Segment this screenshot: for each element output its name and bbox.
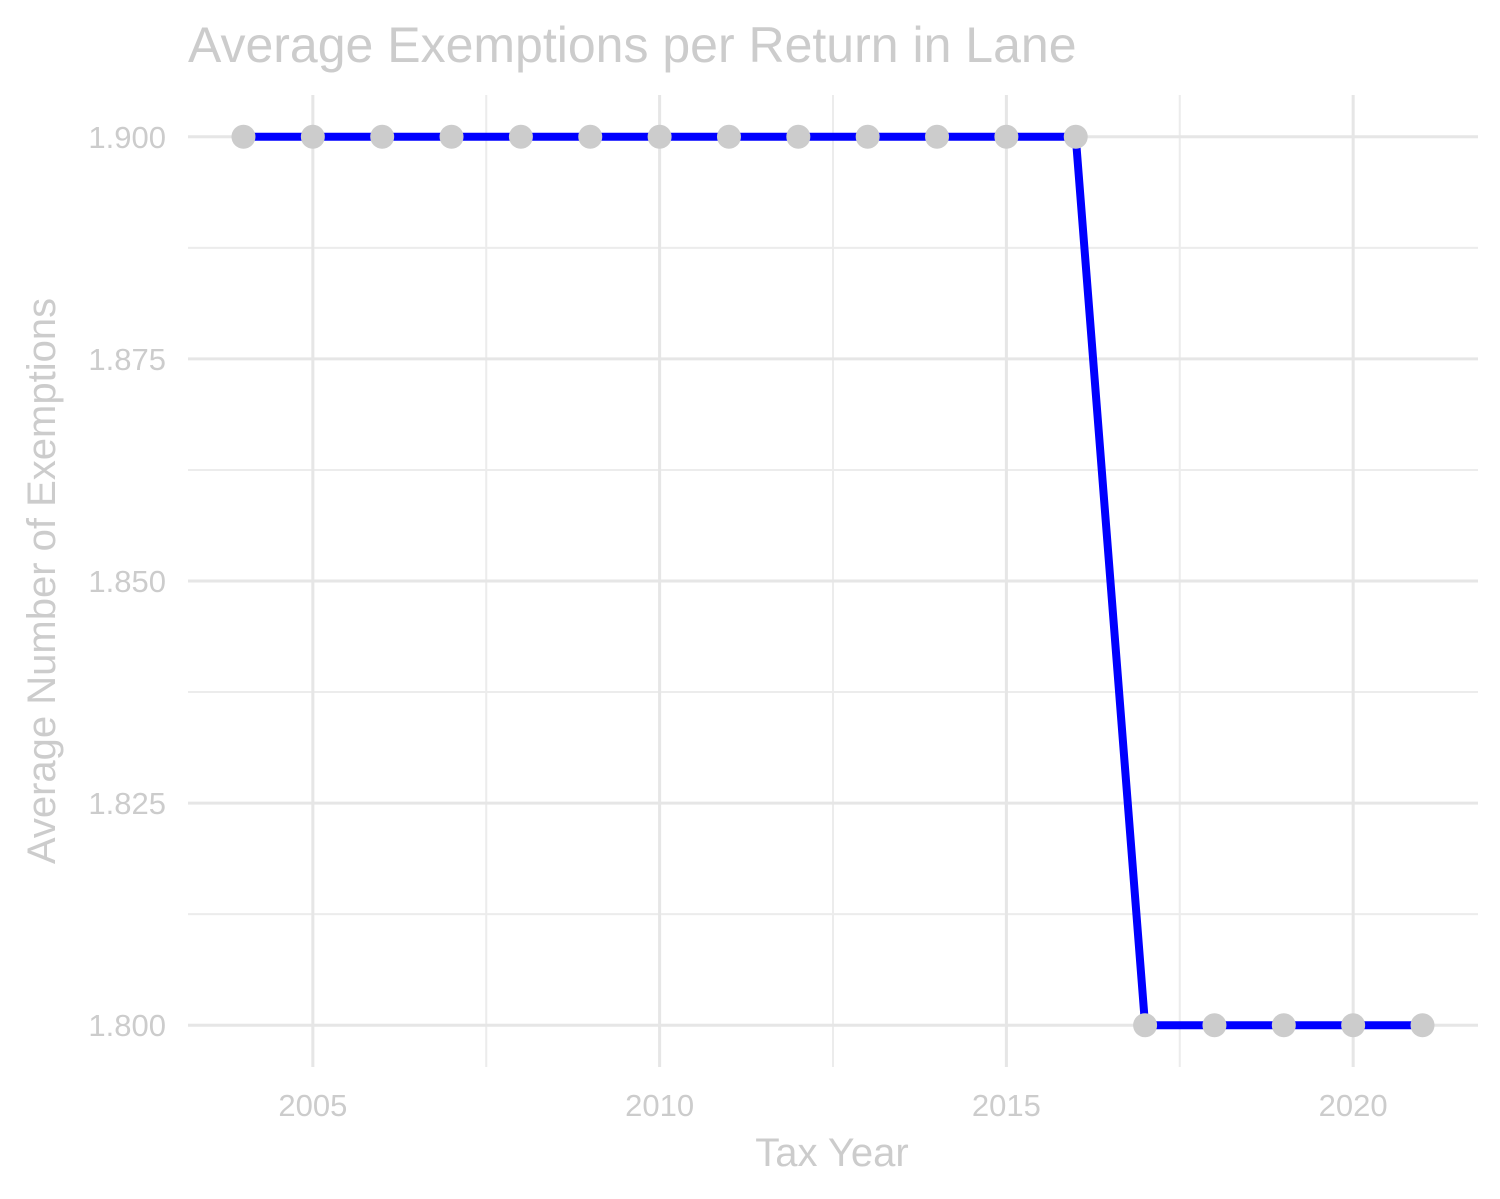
major-gridlines <box>188 95 1478 1067</box>
data-point <box>1063 124 1088 149</box>
data-point <box>508 124 533 149</box>
y-tick-label: 1.850 <box>88 564 166 599</box>
y-axis-tick-labels: 1.800 1.825 1.850 1.875 1.900 <box>88 120 166 1043</box>
data-point <box>1341 1013 1366 1038</box>
data-point <box>647 124 672 149</box>
x-tick-label: 2010 <box>625 1088 694 1123</box>
y-tick-label: 1.825 <box>88 786 166 821</box>
y-axis-title: Average Number of Exemptions <box>20 298 64 864</box>
y-tick-label: 1.900 <box>88 120 166 155</box>
data-point <box>300 124 325 149</box>
data-point <box>231 124 256 149</box>
data-point <box>994 124 1019 149</box>
minor-gridlines <box>188 95 1478 1067</box>
data-point <box>716 124 741 149</box>
data-point <box>1410 1013 1435 1038</box>
data-point <box>439 124 464 149</box>
y-tick-label: 1.800 <box>88 1008 166 1043</box>
x-tick-label: 2020 <box>1319 1088 1388 1123</box>
points-layer <box>231 124 1435 1038</box>
data-point <box>855 124 880 149</box>
data-point <box>786 124 811 149</box>
data-point <box>370 124 395 149</box>
x-tick-label: 2015 <box>972 1088 1041 1123</box>
data-point <box>1271 1013 1296 1038</box>
data-point <box>1133 1013 1158 1038</box>
chart-title: Average Exemptions per Return in Lane <box>188 17 1077 73</box>
data-point <box>925 124 950 149</box>
data-point <box>578 124 603 149</box>
x-tick-label: 2005 <box>278 1088 347 1123</box>
x-axis-title: Tax Year <box>755 1131 908 1175</box>
y-tick-label: 1.875 <box>88 342 166 377</box>
data-point <box>1202 1013 1227 1038</box>
x-axis-tick-labels: 2005 2010 2015 2020 <box>278 1088 1387 1123</box>
